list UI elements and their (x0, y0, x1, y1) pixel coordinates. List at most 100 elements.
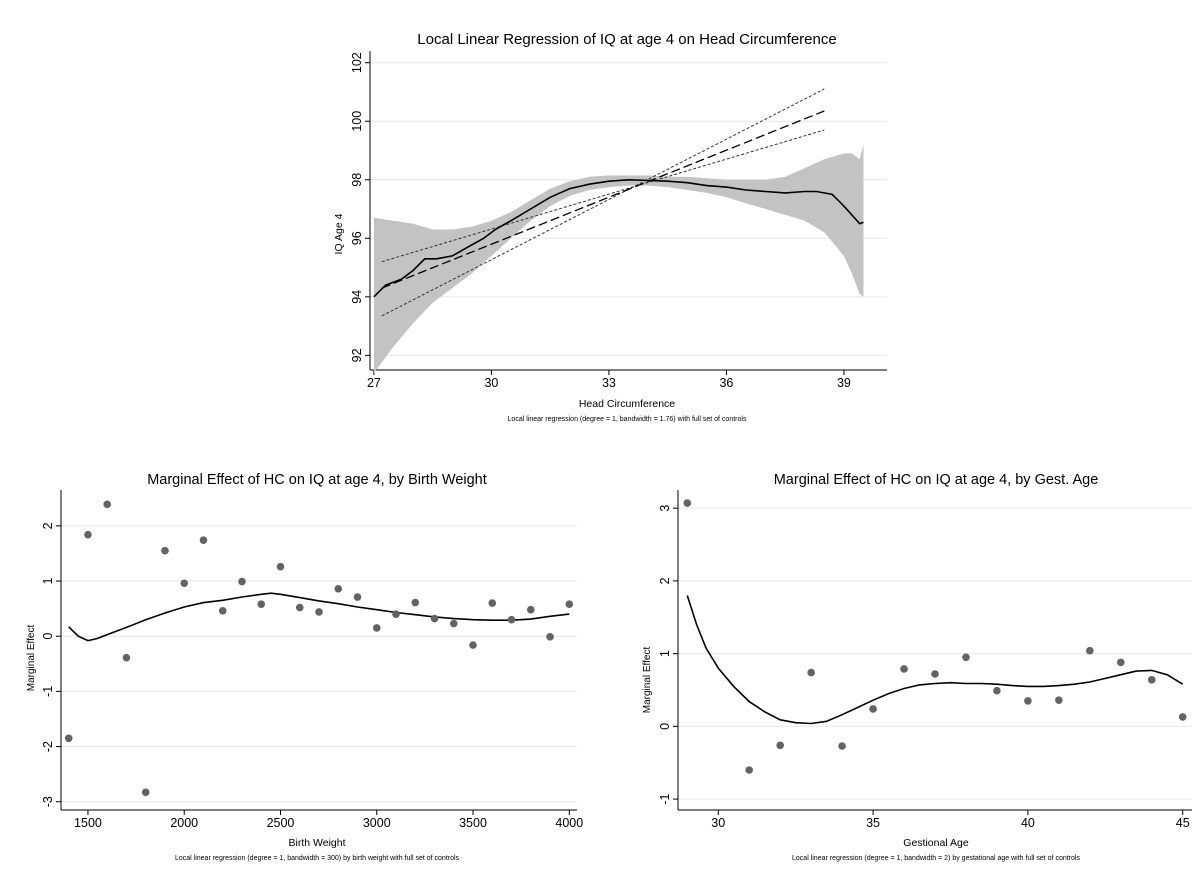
chart-title: Local Linear Regression of IQ at age 4 o… (417, 31, 836, 48)
y-tick-label: 1 (41, 578, 55, 585)
data-point (683, 499, 692, 507)
y-tick-label: 92 (350, 348, 364, 362)
data-point (507, 615, 516, 624)
data-point (526, 605, 535, 614)
data-point (430, 614, 439, 623)
data-point (392, 610, 400, 618)
plot-area: -1 0 1 2 3 30 35 40 45 (658, 490, 1192, 830)
smoothed-line (686, 595, 1184, 725)
y-tick-label: 102 (350, 52, 364, 73)
data-point (103, 500, 112, 509)
data-point (1147, 676, 1156, 684)
data-point (869, 705, 877, 713)
x-tick-label: 1500 (74, 816, 102, 830)
data-point (180, 579, 189, 588)
hc-regression-chart: Local Linear Regression of IQ at age 4 o… (333, 31, 887, 423)
x-tick-label: 30 (484, 376, 498, 390)
y-tick-label: -1 (658, 793, 672, 804)
data-point (546, 632, 554, 641)
y-tick-label: 1 (658, 650, 672, 657)
confidence-band (373, 144, 864, 373)
y-tick-label: 94 (350, 290, 364, 304)
x-tick-label: 27 (367, 376, 381, 390)
data-point (1055, 696, 1063, 704)
y-tick-label: 100 (350, 111, 364, 132)
data-point (199, 536, 208, 545)
short-dash-line (381, 129, 825, 263)
x-tick-label: 3500 (459, 816, 487, 830)
data-point (122, 653, 131, 662)
data-point (1024, 697, 1032, 705)
chart-note: Local linear regression (degree = 1, ban… (508, 416, 747, 423)
data-point (161, 546, 169, 555)
data-point (449, 619, 458, 628)
y-tick-label: 2 (41, 522, 55, 529)
data-point (1178, 713, 1187, 721)
x-tick-label: 36 (719, 376, 733, 390)
y-axis-label: Marginal Effect (26, 625, 37, 692)
regression-line (373, 178, 864, 298)
data-point (1116, 658, 1125, 667)
y-axis-label: Marginal Effect (642, 647, 653, 714)
data-point (993, 686, 1001, 695)
y-tick-label: 0 (41, 633, 55, 640)
gestational-age-panel: Marginal Effect of HC on IQ at age 4, by… (602, 460, 1202, 875)
chart-note: Local linear regression (degree = 1, ban… (792, 855, 1080, 862)
y-tick-label: 0 (658, 723, 672, 730)
plot-area: 92 94 96 98 100 102 27 30 33 36 39 (350, 51, 887, 390)
gestational-age-chart: Marginal Effect of HC on IQ at age 4, by… (642, 472, 1192, 862)
data-point (931, 670, 939, 678)
data-point (276, 562, 285, 571)
smoothed-line (68, 592, 570, 642)
chart-title: Marginal Effect of HC on IQ at age 4, by… (147, 472, 487, 488)
x-axis-label: Gestional Age (903, 837, 969, 849)
y-tick-label: -2 (41, 741, 55, 752)
data-point (372, 624, 381, 632)
plot-area: -3 -2 -1 0 1 2 1500 2000 2500 3000 3500 4000 (41, 490, 583, 830)
data-point (315, 608, 323, 616)
x-axis-label: Head Circumference (579, 398, 675, 410)
data-point (900, 665, 908, 673)
data-point (257, 600, 266, 609)
x-tick-label: 2000 (170, 816, 198, 830)
data-point (962, 653, 970, 662)
chart-note: Local linear regression (degree = 1, ban… (175, 855, 460, 862)
data-point (238, 577, 246, 586)
hc-regression-panel: Local Linear Regression of IQ at age 4 o… (313, 18, 901, 442)
short-dash-line (381, 88, 825, 317)
data-point (218, 607, 227, 615)
y-tick-label: 2 (658, 577, 672, 584)
data-point (141, 788, 150, 797)
data-point (1086, 646, 1094, 655)
data-point (411, 598, 420, 607)
birth-weight-chart: Marginal Effect of HC on IQ at age 4, by… (26, 472, 583, 862)
data-point (488, 599, 497, 607)
y-tick-label: 98 (350, 173, 364, 187)
long-dash-line (381, 110, 825, 289)
chart-title: Marginal Effect of HC on IQ at age 4, by… (774, 472, 1099, 488)
y-tick-label: 96 (350, 231, 364, 245)
x-tick-label: 4000 (555, 816, 583, 830)
x-axis-label: Birth Weight (289, 837, 346, 849)
data-point (807, 668, 815, 677)
x-tick-label: 3000 (363, 816, 391, 830)
y-axis-label: IQ Age 4 (333, 213, 345, 254)
data-point (838, 742, 846, 750)
data-point (64, 734, 73, 743)
x-tick-label: 2500 (267, 816, 295, 830)
y-tick-label: -3 (41, 796, 55, 807)
x-tick-label: 33 (602, 376, 616, 390)
x-tick-label: 30 (711, 816, 725, 830)
x-tick-label: 39 (837, 376, 851, 390)
x-tick-label: 45 (1176, 816, 1190, 830)
x-tick-label: 35 (866, 816, 880, 830)
y-tick-label: 3 (658, 505, 672, 512)
data-point (745, 766, 754, 774)
data-point (565, 600, 574, 609)
x-tick-label: 40 (1021, 816, 1035, 830)
y-tick-label: -1 (41, 686, 55, 697)
data-point (353, 593, 362, 601)
data-point (84, 530, 92, 539)
data-point (469, 641, 477, 649)
birth-weight-panel: Marginal Effect of HC on IQ at age 4, by… (0, 460, 600, 875)
